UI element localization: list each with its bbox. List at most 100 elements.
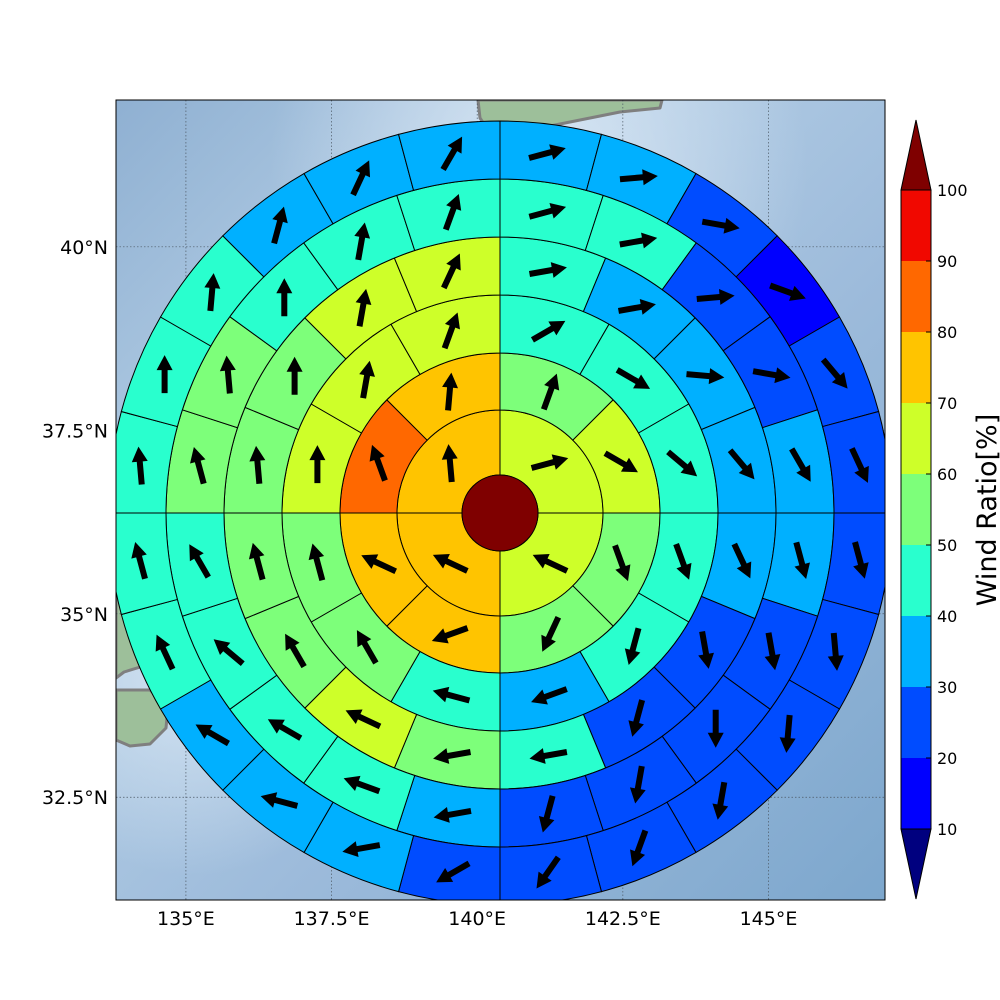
wind-arrow (285, 633, 307, 669)
wind-arrow (629, 765, 646, 804)
wind-arrow (603, 450, 638, 473)
wind-arrow (354, 222, 371, 261)
wind-arrow (190, 446, 207, 485)
wind-arrow (528, 262, 567, 278)
wind-arrow (308, 543, 326, 582)
wind-arrow (727, 448, 755, 480)
colorbar: 10 20 30 40 50 60 70 80 90 100 Wind Ratio[%] (900, 119, 1000, 900)
colorbar-segment (901, 332, 931, 403)
wind-arrow (536, 855, 561, 889)
lon-tick-label: 142.5°E (585, 908, 661, 930)
wind-arrow (219, 355, 236, 394)
colorbar-segment (901, 545, 931, 616)
lat-tick-label: 32.5°N (42, 787, 108, 809)
wind-arrow (541, 616, 562, 652)
wind-arrow (528, 203, 567, 220)
wind-arrow (628, 699, 646, 737)
colorbar-segment (901, 403, 931, 474)
wind-arrow (532, 553, 569, 574)
colorbar-segment (901, 474, 931, 545)
wind-arrow (673, 543, 692, 580)
wind-arrow (712, 781, 729, 820)
wind-arrow (442, 193, 462, 231)
wind-arrow (432, 553, 469, 574)
wind-ratio-rings (116, 120, 885, 900)
wind-arrow (698, 630, 714, 669)
wind-arrow (530, 320, 566, 343)
colorbar-tick-label: 90 (937, 252, 957, 271)
wind-arrow (531, 686, 568, 705)
wind-arrow (131, 542, 148, 580)
wind-arrow (701, 217, 740, 234)
wind-arrow (249, 445, 266, 484)
lat-tick-label: 35°N (60, 604, 108, 626)
wind-arrow (441, 253, 461, 290)
colorbar-tick-label: 50 (937, 536, 957, 555)
lat-tick-label: 37.5°N (42, 420, 108, 442)
wind-arrow (442, 372, 459, 411)
wind-arrow (342, 841, 381, 857)
lon-tick-label: 135°E (157, 908, 215, 930)
wind-arrow (617, 299, 656, 315)
wind-arrow (433, 807, 472, 823)
colorbar-frame (900, 189, 932, 830)
wind-arrow (441, 444, 458, 483)
axis-tick-labels: 135°E 137.5°E 140°E 142.5°E 145°E 32.5°N 35°N 3… (42, 237, 797, 930)
wind-direction-arrows (131, 136, 869, 889)
wind-arrow (355, 288, 372, 327)
wind-arrow (789, 447, 811, 482)
wind-arrow (820, 357, 848, 389)
wind-arrow (286, 356, 303, 395)
center-cell (461, 474, 539, 552)
wind-arrow (612, 544, 631, 582)
wind-arrow (619, 232, 658, 249)
wind-arrow (260, 792, 299, 809)
lon-tick-label: 145°E (740, 908, 798, 930)
wind-arrow (666, 449, 698, 477)
colorbar-under-extension (900, 828, 932, 900)
wind-arrow (827, 632, 844, 671)
wind-arrow (619, 169, 658, 186)
wind-arrow (752, 367, 791, 384)
wind-arrow (361, 554, 397, 575)
wind-arrow (432, 686, 471, 704)
wind-arrow (267, 719, 303, 741)
wind-arrow (189, 544, 211, 579)
colorbar-title: Wind Ratio[%] (972, 414, 1000, 606)
wind-arrow (155, 634, 176, 671)
wind-arrow (615, 367, 651, 389)
wind-arrow (359, 360, 375, 399)
wind-arrow (248, 542, 266, 581)
lon-tick-label: 140°E (448, 908, 506, 930)
wind-arrow (343, 775, 381, 795)
wind-arrow (540, 373, 560, 411)
wind-arrow (356, 630, 379, 665)
colorbar-tick-label: 30 (937, 678, 957, 697)
lat-tick-label: 40°N (60, 237, 108, 259)
colorbar-segment (901, 190, 931, 261)
colorbar-tick-label: 60 (937, 465, 957, 484)
colorbar-tick-label: 20 (937, 749, 957, 768)
wind-arrow (440, 136, 463, 172)
map-axes: 135°E 137.5°E 140°E 142.5°E 145°E 32.5°N 35°N 3… (42, 99, 886, 930)
colorbar-segment (901, 758, 931, 829)
colorbar-segment (901, 616, 931, 687)
colorbar-segment (901, 261, 931, 332)
wind-arrow (624, 627, 642, 665)
wind-arrow (309, 445, 326, 484)
wind-arrow (793, 541, 810, 580)
wind-arrow (849, 447, 869, 483)
wind-arrow (213, 639, 245, 667)
wind-arrow (530, 454, 569, 471)
wind-arrow (276, 278, 293, 317)
wind-arrow (131, 446, 148, 485)
wind-arrow (764, 632, 781, 671)
colorbar-tick-label: 10 (937, 820, 957, 839)
wind-arrow (431, 625, 469, 644)
wind-arrow (345, 709, 382, 730)
wind-arrow (779, 714, 796, 753)
wind-arrow (769, 282, 806, 301)
lon-tick-label: 137.5°E (294, 908, 370, 930)
colorbar-tick-label: 70 (937, 394, 957, 413)
